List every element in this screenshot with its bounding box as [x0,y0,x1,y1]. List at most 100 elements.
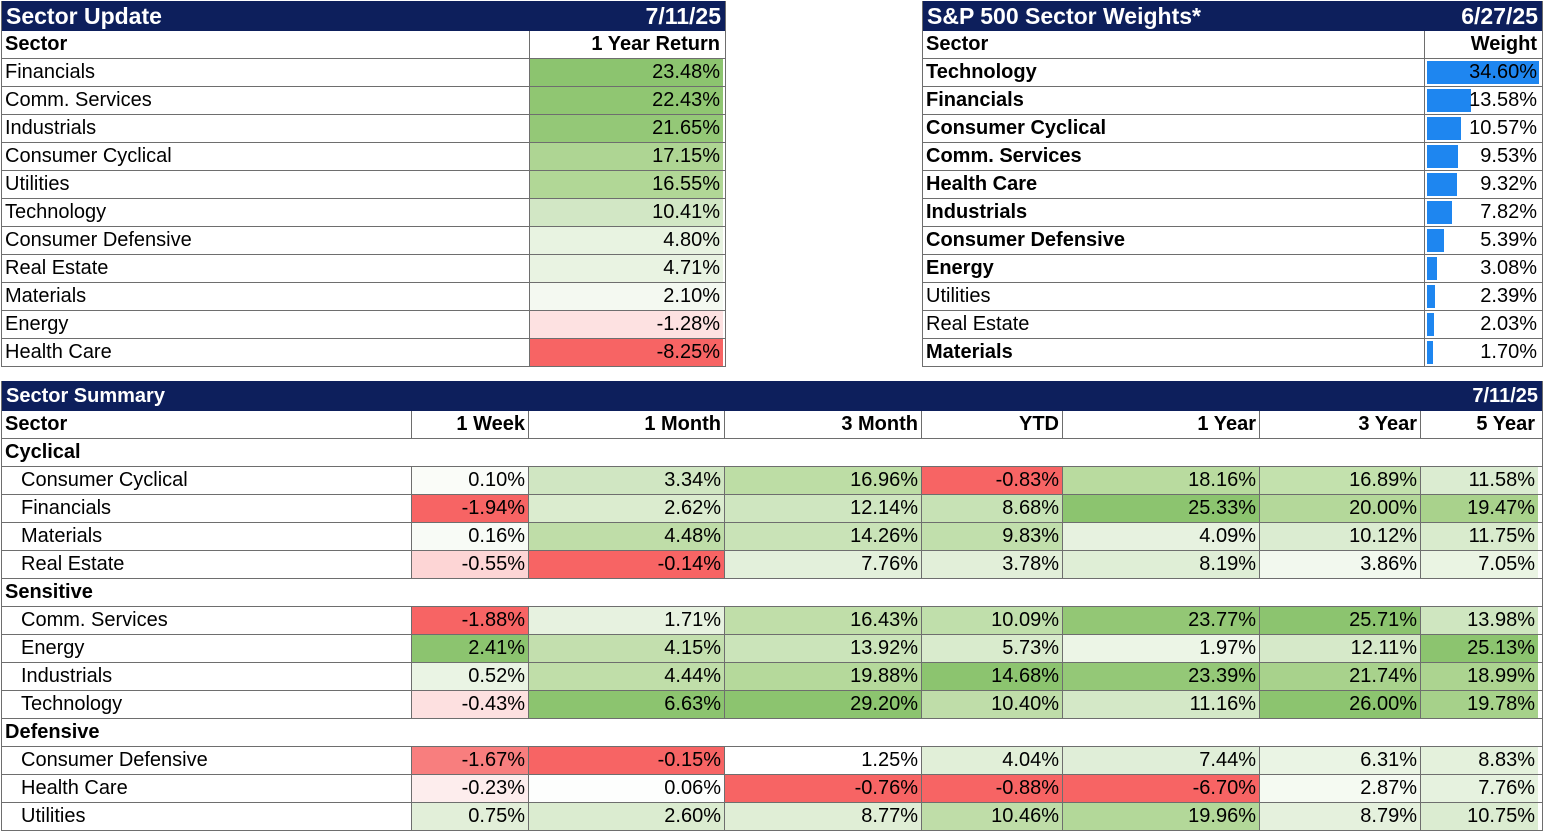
column-header: YTD [921,411,1062,438]
return-value: 20.00% [1259,495,1420,522]
weight-value: 9.32% [1480,173,1537,195]
table-row: Utilities 16.55% [2,171,725,199]
return-value: 5.73% [921,635,1062,662]
table-row: Consumer Defensive 5.39% [923,227,1542,255]
sector-update-date: 7/11/25 [645,2,721,29]
table-row: Financials 23.48% [2,59,725,87]
return-value: 4.04% [921,747,1062,774]
sector-name: Materials [5,285,87,307]
return-value: 21.65% [529,115,723,142]
return-value: 16.55% [529,171,723,198]
weight-cell: 10.57% [1424,115,1540,142]
table-row: Energy 2.41% 4.15% 13.92% 5.73% 1.97% 12.11% 25… [2,635,1542,663]
return-value: 8.77% [724,803,921,830]
return-value: 19.47% [1420,495,1538,522]
sector-name: Consumer Cyclical [926,117,1107,139]
return-value: 11.58% [1420,467,1538,494]
return-value: 19.78% [1420,691,1538,718]
sector-name: Energy [21,637,85,659]
weight-value: 2.03% [1480,313,1537,335]
return-value: 19.88% [724,663,921,690]
sector-name: Materials [21,525,103,547]
group-label: Sensitive [5,581,93,603]
table-row: Consumer Cyclical 17.15% [2,143,725,171]
return-value: 7.44% [1062,747,1259,774]
table-row: Comm. Services 9.53% [923,143,1542,171]
table-row: Comm. Services 22.43% [2,87,725,115]
table-row: Materials 2.10% [2,283,725,311]
return-value: 22.43% [529,87,723,114]
return-value: -1.88% [411,607,528,634]
return-value: 4.09% [1062,523,1259,550]
table-row: Health Care -0.23% 0.06% -0.76% -0.88% -6.70%… [2,775,1542,803]
sector-weights-title: S&P 500 Sector Weights* [927,2,1201,29]
return-value: 3.86% [1259,551,1420,578]
return-value: 4.15% [528,635,724,662]
return-value: 0.52% [411,663,528,690]
weight-value: 3.08% [1480,257,1537,279]
sector-summary-body: Cyclical Consumer Cyclical 0.10% 3.34% 16.96… [2,439,1542,831]
sector-name: Technology [926,61,1037,83]
return-value: -0.23% [411,775,528,802]
weight-bar [1427,61,1539,84]
table-row: Real Estate 2.03% [923,311,1542,339]
sector-name: Financials [21,497,112,519]
table-row: Consumer Defensive -1.67% -0.15% 1.25% 4.04%… [2,747,1542,775]
weight-value: 34.60% [1469,61,1537,83]
table-row: Real Estate -0.55% -0.14% 7.76% 3.78% 8.19% 3.… [2,551,1542,579]
return-value: 3.78% [921,551,1062,578]
sector-name: Comm. Services [5,89,152,111]
table-row: Comm. Services -1.88% 1.71% 16.43% 10.09% 23.… [2,607,1542,635]
return-value: -1.94% [411,495,528,522]
sector-weights-header-row: Sector Weight [923,31,1542,59]
table-row: Energy 3.08% [923,255,1542,283]
weight-bar [1427,145,1458,168]
return-value: -1.28% [529,311,723,338]
return-value: 1.97% [1062,635,1259,662]
sector-name: Consumer Cyclical [5,145,172,167]
return-value: 2.10% [529,283,723,310]
sector-summary-title-bar: Sector Summary 7/11/25 [2,381,1542,411]
sector-name: Real Estate [21,553,125,575]
sector-update-header-row: Sector 1 Year Return [2,31,725,59]
sector-name: Consumer Defensive [5,229,192,251]
return-value: 16.43% [724,607,921,634]
weight-bar [1427,229,1444,252]
sector-summary-date: 7/11/25 [1472,384,1538,407]
sector-name: Financials [926,89,1024,111]
return-value: 26.00% [1259,691,1420,718]
sector-name: Financials [5,61,96,83]
sector-weights-title-bar: S&P 500 Sector Weights* 6/27/25 [923,1,1542,31]
weight-cell: 2.39% [1424,283,1540,310]
sector-name: Real Estate [5,257,109,279]
return-value: 12.14% [724,495,921,522]
table-row: Technology 10.41% [2,199,725,227]
sector-name: Industrials [5,117,97,139]
weight-bar [1427,313,1434,336]
return-value: 23.39% [1062,663,1259,690]
return-value: 12.11% [1259,635,1420,662]
return-value: -0.76% [724,775,921,802]
return-value: 7.05% [1420,551,1538,578]
sector-weights-table: S&P 500 Sector Weights* 6/27/25 Sector W… [922,1,1543,367]
sector-name: Comm. Services [926,145,1082,167]
column-header: 1 Week [411,411,528,438]
return-value: 21.74% [1259,663,1420,690]
group-label: Defensive [5,721,100,743]
return-value: 29.20% [724,691,921,718]
return-value: 2.60% [528,803,724,830]
return-value: 18.99% [1420,663,1538,690]
return-value: 6.63% [528,691,724,718]
sector-name: Health Care [21,777,128,799]
return-value: -8.25% [529,339,723,366]
weight-value: 7.82% [1480,201,1537,223]
return-value: 23.77% [1062,607,1259,634]
return-value: 14.26% [724,523,921,550]
group-row: Sensitive [2,579,1542,607]
return-value: 0.16% [411,523,528,550]
return-value: 6.31% [1259,747,1420,774]
sector-name: Technology [21,693,123,715]
return-value: 7.76% [724,551,921,578]
sector-name: Health Care [926,173,1038,195]
column-header-1-year-return: 1 Year Return [529,31,723,58]
